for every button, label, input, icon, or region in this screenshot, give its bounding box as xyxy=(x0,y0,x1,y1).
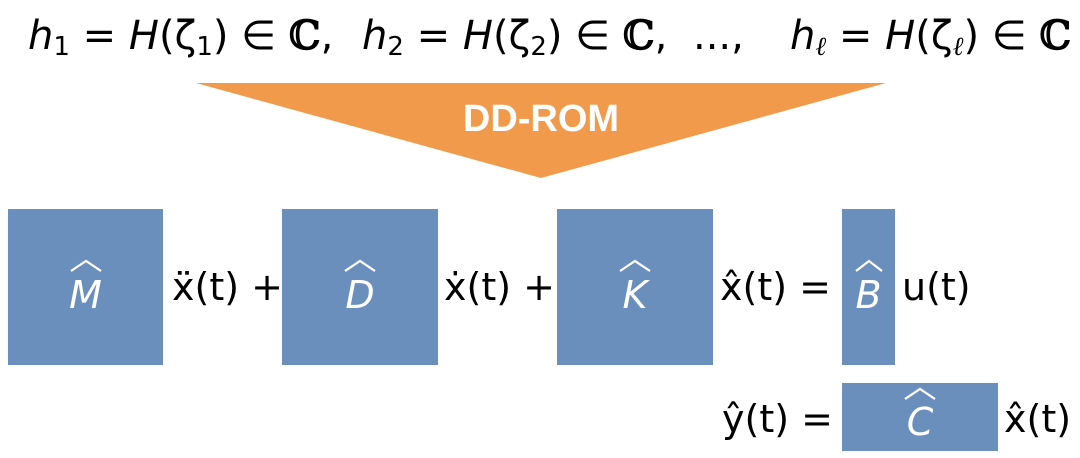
matrix-d-block: D xyxy=(282,209,438,365)
matrix-c-block: C xyxy=(842,383,998,451)
hat-icon xyxy=(854,259,883,272)
matrix-c-label: C xyxy=(906,400,934,444)
matrix-k-label: K xyxy=(622,273,648,317)
hat-icon xyxy=(619,259,651,272)
sample-values-row: h1 = H(ζ1) ∈ ℂ, h2 = H(ζ2) ∈ ℂ, ..., hℓ … xyxy=(0,6,1080,66)
matrix-b-label: B xyxy=(855,273,882,317)
hat-icon xyxy=(344,259,376,272)
hat-icon xyxy=(904,387,936,400)
matrix-k-block: K xyxy=(557,209,713,365)
sample-h1: h1 = H(ζ1) ∈ ℂ, xyxy=(28,12,334,62)
term-x-dot: ẋ(t) + xyxy=(444,265,555,309)
sample-hl: hℓ = H(ζℓ) ∈ ℂ xyxy=(790,12,1072,62)
dd-rom-arrow: DD-ROM xyxy=(196,83,886,178)
term-y-hat: ŷ(t) = xyxy=(722,397,833,441)
matrix-d-label: D xyxy=(345,273,375,317)
matrix-m-label: M xyxy=(69,273,102,317)
dd-rom-label: DD-ROM xyxy=(462,98,620,140)
sample-h2: h2 = H(ζ2) ∈ ℂ, xyxy=(362,12,668,62)
term-x-double-dot: ẍ(t) + xyxy=(172,265,283,309)
term-x-hat: x̂(t) = xyxy=(720,265,831,309)
arrow-triangle-shape xyxy=(196,83,886,178)
matrix-b-block: B xyxy=(842,209,895,365)
sample-ellipsis: ..., xyxy=(693,13,744,59)
term-u: u(t) xyxy=(902,265,971,309)
matrix-m-block: M xyxy=(8,209,163,365)
term-x-hat-output: x̂(t) xyxy=(1004,397,1072,441)
hat-icon xyxy=(69,259,102,272)
